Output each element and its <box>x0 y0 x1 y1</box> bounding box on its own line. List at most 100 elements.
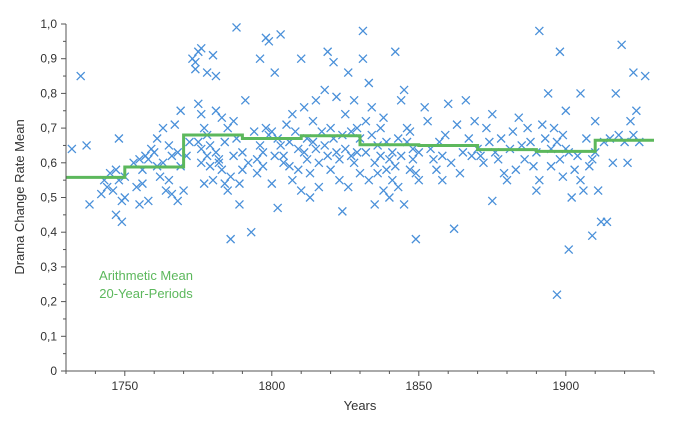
data-point <box>437 151 447 161</box>
data-point <box>487 196 497 206</box>
data-point <box>534 175 544 185</box>
data-point <box>102 182 112 192</box>
data-point <box>590 116 600 126</box>
data-point <box>384 154 394 164</box>
data-point <box>249 127 259 137</box>
data-point <box>176 106 186 116</box>
data-point <box>337 206 347 216</box>
data-point <box>370 199 380 209</box>
data-point <box>120 193 130 202</box>
data-point <box>299 102 309 112</box>
data-point <box>164 175 174 185</box>
data-point <box>529 161 538 171</box>
data-point <box>193 99 203 109</box>
data-point <box>334 175 344 185</box>
data-point <box>226 234 236 244</box>
data-point <box>358 54 368 64</box>
data-point <box>414 147 424 157</box>
data-point <box>214 154 224 164</box>
data-point <box>520 154 530 164</box>
data-point <box>202 151 212 161</box>
y-tick-label: 0,6 <box>40 156 57 170</box>
data-point <box>361 147 371 157</box>
data-point <box>229 151 239 161</box>
data-point <box>326 165 336 175</box>
data-point <box>255 54 265 64</box>
data-point <box>185 137 194 147</box>
data-point <box>214 158 224 168</box>
data-point <box>614 130 624 140</box>
data-point <box>202 68 212 78</box>
y-axis-ticks: 0 0,1 0,2 0,3 0,4 0,5 0,6 0,7 0,8 0,9 1,0 <box>40 17 66 378</box>
data-point <box>85 199 94 209</box>
data-point <box>296 54 306 64</box>
legend: Arithmetic Mean 20-Year-Periods <box>99 268 193 301</box>
y-tick-label: 0,1 <box>40 329 57 343</box>
data-point <box>270 68 280 78</box>
data-point <box>155 172 165 182</box>
data-point <box>367 130 377 140</box>
data-point <box>561 106 571 116</box>
data-point <box>467 151 477 161</box>
data-point <box>461 95 471 105</box>
data-point <box>611 88 621 98</box>
data-point <box>258 161 268 171</box>
legend-label-line2: 20-Year-Periods <box>99 286 193 301</box>
data-point <box>511 165 521 175</box>
x-tick-label: 1900 <box>552 379 579 393</box>
data-point <box>399 199 409 209</box>
data-point <box>323 47 333 57</box>
data-point <box>396 95 406 105</box>
y-tick-label: 0,7 <box>40 121 57 135</box>
data-point <box>287 109 297 119</box>
data-point <box>581 134 591 143</box>
data-point <box>314 158 324 168</box>
data-point <box>379 113 388 123</box>
data-point <box>437 175 447 185</box>
data-point <box>578 186 588 196</box>
data-point <box>282 120 291 130</box>
data-point <box>223 123 233 133</box>
data-point <box>355 168 365 178</box>
data-point <box>431 165 441 175</box>
data-point <box>208 175 218 185</box>
data-point <box>487 109 497 119</box>
data-point <box>340 144 350 154</box>
data-point <box>393 134 403 143</box>
data-point <box>493 154 503 164</box>
data-point <box>364 78 374 88</box>
data-point <box>390 161 400 171</box>
data-point <box>217 165 227 175</box>
data-point <box>161 186 171 196</box>
data-point <box>352 123 362 133</box>
data-point <box>137 179 147 189</box>
data-point <box>464 134 474 143</box>
data-point <box>346 151 356 161</box>
data-point <box>608 158 618 168</box>
data-point <box>323 151 333 161</box>
data-point <box>452 120 462 130</box>
data-point <box>287 175 297 185</box>
data-point <box>573 151 583 161</box>
data-point <box>587 154 597 164</box>
scatter-points <box>67 23 650 300</box>
data-point <box>264 36 274 46</box>
data-point <box>252 168 262 178</box>
data-point <box>555 47 565 57</box>
data-point <box>387 175 397 185</box>
data-point <box>552 290 562 300</box>
data-point <box>393 182 403 192</box>
data-point <box>558 172 568 182</box>
data-point <box>220 179 230 189</box>
data-point <box>246 227 256 237</box>
data-point <box>308 116 318 126</box>
data-point <box>537 120 547 130</box>
data-point <box>411 168 421 178</box>
x-axis-ticks: 1750 1800 1850 1900 <box>65 371 655 393</box>
data-point <box>240 95 250 105</box>
data-point <box>276 29 286 39</box>
data-point <box>132 182 142 192</box>
data-point <box>149 147 159 157</box>
data-point <box>326 123 336 133</box>
data-point <box>290 127 300 137</box>
